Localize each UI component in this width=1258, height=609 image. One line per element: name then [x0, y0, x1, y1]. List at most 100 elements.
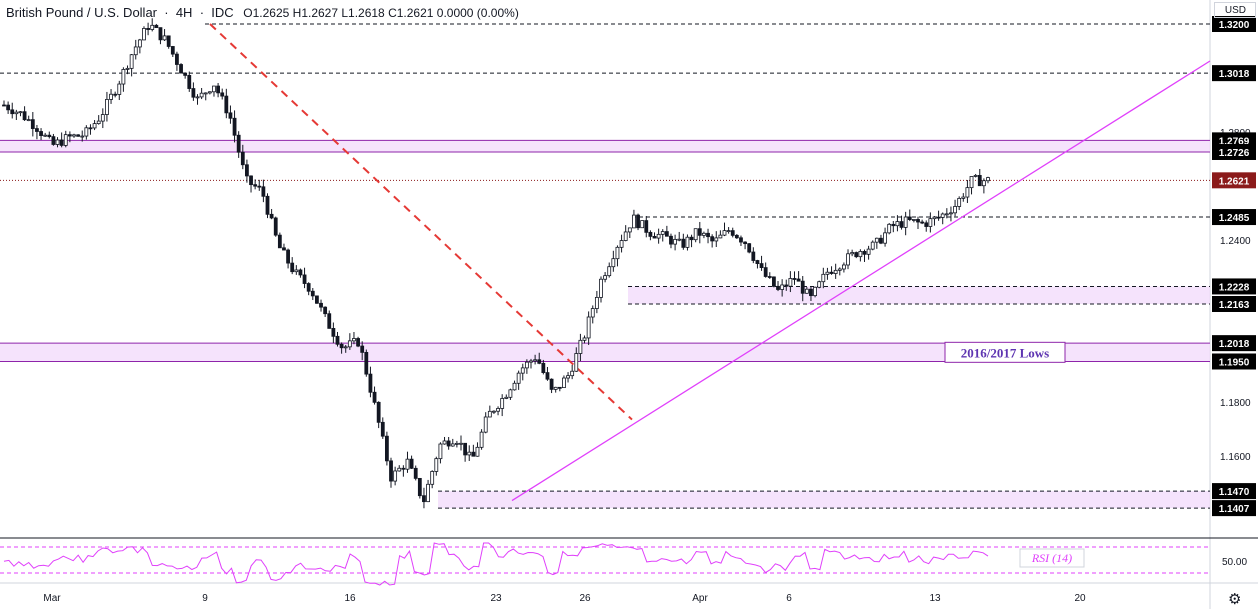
candle-body — [776, 285, 780, 290]
candle-body — [825, 271, 830, 275]
candle-body — [487, 410, 492, 418]
candle-body — [718, 234, 723, 239]
currency-label: USD — [1224, 5, 1246, 16]
candle-body — [566, 375, 570, 379]
candle-body — [277, 234, 282, 249]
candle-body — [450, 443, 455, 447]
candle-body — [121, 69, 126, 85]
candle-body — [51, 136, 56, 145]
candle-body — [245, 164, 249, 177]
candle-body — [529, 360, 533, 363]
candle-body — [84, 127, 89, 137]
candle-body — [459, 442, 463, 445]
candle-body — [689, 236, 694, 241]
candle-body — [928, 218, 933, 227]
x-tick-label: 23 — [490, 593, 502, 604]
candle-body — [730, 230, 735, 236]
candle-body — [652, 235, 657, 239]
candle-body — [347, 340, 352, 348]
candle-body — [957, 197, 962, 207]
candle-body — [940, 213, 945, 218]
candle-body — [788, 278, 793, 287]
candle-body — [150, 24, 155, 30]
candle-body — [492, 410, 496, 413]
candle-body — [179, 64, 183, 74]
candle-body — [343, 346, 348, 349]
candle-body — [594, 296, 599, 309]
candle-body — [706, 232, 710, 238]
candle-body — [685, 236, 690, 248]
x-tick-label: 20 — [1074, 593, 1086, 604]
candle-body — [611, 258, 616, 268]
candle-body — [870, 241, 875, 250]
candle-body — [125, 67, 130, 70]
candle-body — [142, 28, 146, 41]
candle-body — [899, 221, 904, 228]
candle-body — [475, 446, 480, 457]
x-tick-label: Apr — [692, 593, 708, 604]
interval-label[interactable]: 4H — [175, 5, 193, 20]
candle-body — [508, 389, 513, 398]
support-resistance-zone — [0, 343, 1210, 362]
candle-body — [315, 295, 319, 304]
currency-box[interactable] — [1214, 2, 1256, 18]
candle-body — [710, 236, 715, 242]
candle-body — [623, 231, 628, 241]
candle-body — [273, 217, 278, 236]
candle-body — [549, 378, 554, 390]
candle-body — [821, 273, 826, 283]
price-label-text: 1.2228 — [1219, 282, 1250, 293]
candle-body — [714, 237, 719, 242]
candle-body — [88, 127, 93, 130]
candle-body — [47, 134, 52, 138]
price-label-tag — [1212, 172, 1256, 189]
candle-body — [232, 117, 237, 136]
candle-body — [965, 187, 970, 198]
price-label-text: 1.2163 — [1219, 300, 1250, 311]
candle-body — [384, 435, 389, 462]
candle-body — [936, 216, 941, 219]
chart-title: British Pound / U.S. Dollar · 4H · IDC O… — [6, 5, 519, 20]
candle-body — [895, 221, 900, 227]
candle-body — [105, 99, 109, 115]
candle-body — [903, 216, 908, 228]
candle-body — [858, 251, 863, 258]
candle-body — [413, 467, 418, 479]
symbol-name: British Pound / U.S. Dollar — [6, 5, 158, 20]
candle-body — [55, 139, 60, 145]
candle-body — [792, 278, 797, 280]
candle-body — [574, 353, 579, 372]
candle-body — [961, 196, 966, 199]
candle-body — [364, 351, 369, 375]
candle-body — [290, 262, 295, 273]
candle-body — [352, 338, 356, 342]
gear-icon[interactable]: ⚙ — [1228, 591, 1242, 608]
candle-body — [677, 238, 682, 241]
price-label-tag — [1212, 278, 1256, 295]
candle-body — [537, 359, 542, 364]
candle-body — [850, 252, 855, 255]
price-label-text: 1.2769 — [1219, 136, 1250, 147]
candle-body — [953, 206, 957, 214]
candle-body — [743, 241, 747, 245]
candle-body — [240, 151, 245, 166]
candle-body — [553, 386, 558, 390]
price-label-text: 1.3200 — [1219, 20, 1250, 31]
candle-body — [323, 306, 328, 315]
rising-trendline — [511, 60, 1211, 502]
x-tick-label: 6 — [786, 593, 792, 604]
candle-body — [693, 228, 698, 241]
candle-body — [212, 85, 216, 93]
candle-body — [520, 367, 525, 374]
candle-body — [360, 345, 365, 353]
candle-body — [18, 111, 23, 114]
candle-body — [471, 451, 476, 457]
candle-body — [249, 175, 253, 186]
candle-body — [137, 39, 142, 48]
candle-body — [796, 278, 801, 282]
candle-body — [72, 134, 76, 137]
candle-body — [327, 313, 332, 329]
candle-body — [166, 35, 171, 47]
candle-body — [117, 83, 122, 95]
